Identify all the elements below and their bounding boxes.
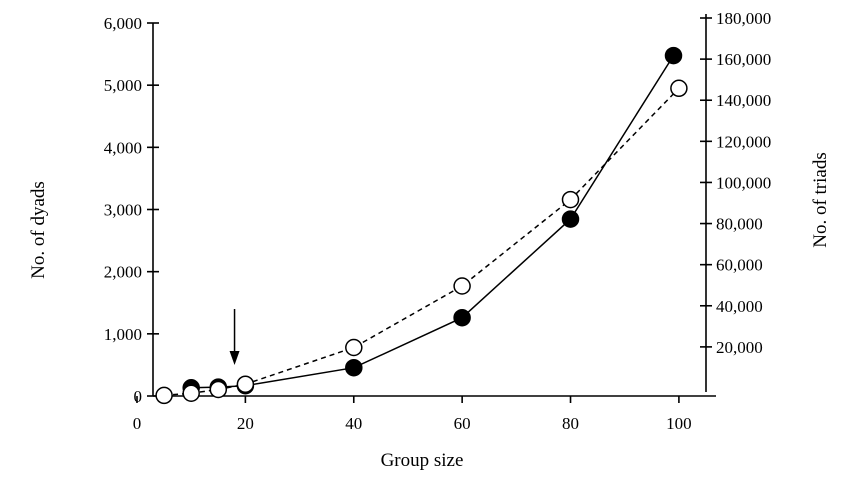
left-y-tick-label: 6,000 bbox=[104, 14, 142, 33]
x-tick-label: 80 bbox=[562, 414, 579, 433]
right-y-tick-label: 140,000 bbox=[716, 91, 771, 110]
left-y-tick-label: 0 bbox=[134, 387, 143, 406]
ticks: 0 20 40 60 80 100 0 1,000 2,000 3,000 4,000 5,000 6,… bbox=[104, 9, 772, 433]
x-axis-title: Group size bbox=[381, 450, 464, 471]
x-tick-label: 0 bbox=[133, 414, 142, 433]
right-y-tick-label: 100,000 bbox=[716, 173, 771, 192]
axes bbox=[152, 14, 716, 397]
x-tick-label: 40 bbox=[345, 414, 362, 433]
open-circle-marker bbox=[345, 338, 363, 357]
open-circle-marker bbox=[182, 384, 200, 402]
left-y-tick-label: 5,000 bbox=[104, 76, 142, 95]
left-y-tick-label: 3,000 bbox=[104, 201, 142, 220]
series-lines bbox=[164, 55, 680, 397]
right-y-tick-label: 40,000 bbox=[716, 297, 763, 316]
right-y-tick-label: 80,000 bbox=[716, 215, 763, 234]
left-y-tick-label: 4,000 bbox=[104, 138, 142, 157]
right-y-tick-label: 20,000 bbox=[716, 338, 763, 357]
series-markers bbox=[155, 46, 688, 405]
x-tick-label: 60 bbox=[454, 414, 471, 433]
solid-series-line bbox=[191, 55, 675, 389]
left-y-tick-label: 1,000 bbox=[104, 325, 142, 344]
open-circle-marker bbox=[209, 380, 228, 399]
left-y-tick-label: 2,000 bbox=[104, 263, 142, 282]
open-circle-marker bbox=[155, 386, 173, 405]
filled-circle-marker bbox=[453, 308, 471, 327]
filled-circle-marker bbox=[345, 358, 363, 377]
right-y-axis-title: No. of triads bbox=[810, 152, 831, 248]
right-y-tick-label: 160,000 bbox=[716, 50, 771, 69]
right-y-tick-label: 120,000 bbox=[716, 132, 771, 151]
x-tick-label: 20 bbox=[237, 414, 254, 433]
filled-circle-marker bbox=[561, 210, 580, 228]
open-circle-marker bbox=[236, 375, 255, 393]
filled-circle-marker bbox=[664, 46, 683, 65]
right-y-tick-label: 60,000 bbox=[716, 256, 763, 275]
open-circle-marker bbox=[561, 190, 580, 209]
annotations bbox=[229, 309, 240, 366]
arrow-head bbox=[229, 351, 240, 366]
right-y-tick-label: 180,000 bbox=[716, 9, 771, 28]
left-y-axis-title: No. of dyads bbox=[28, 181, 49, 279]
x-tick-label: 100 bbox=[666, 414, 692, 433]
dashed-series-line bbox=[164, 87, 680, 397]
open-circle-marker bbox=[453, 277, 471, 295]
open-circle-marker bbox=[670, 79, 688, 98]
